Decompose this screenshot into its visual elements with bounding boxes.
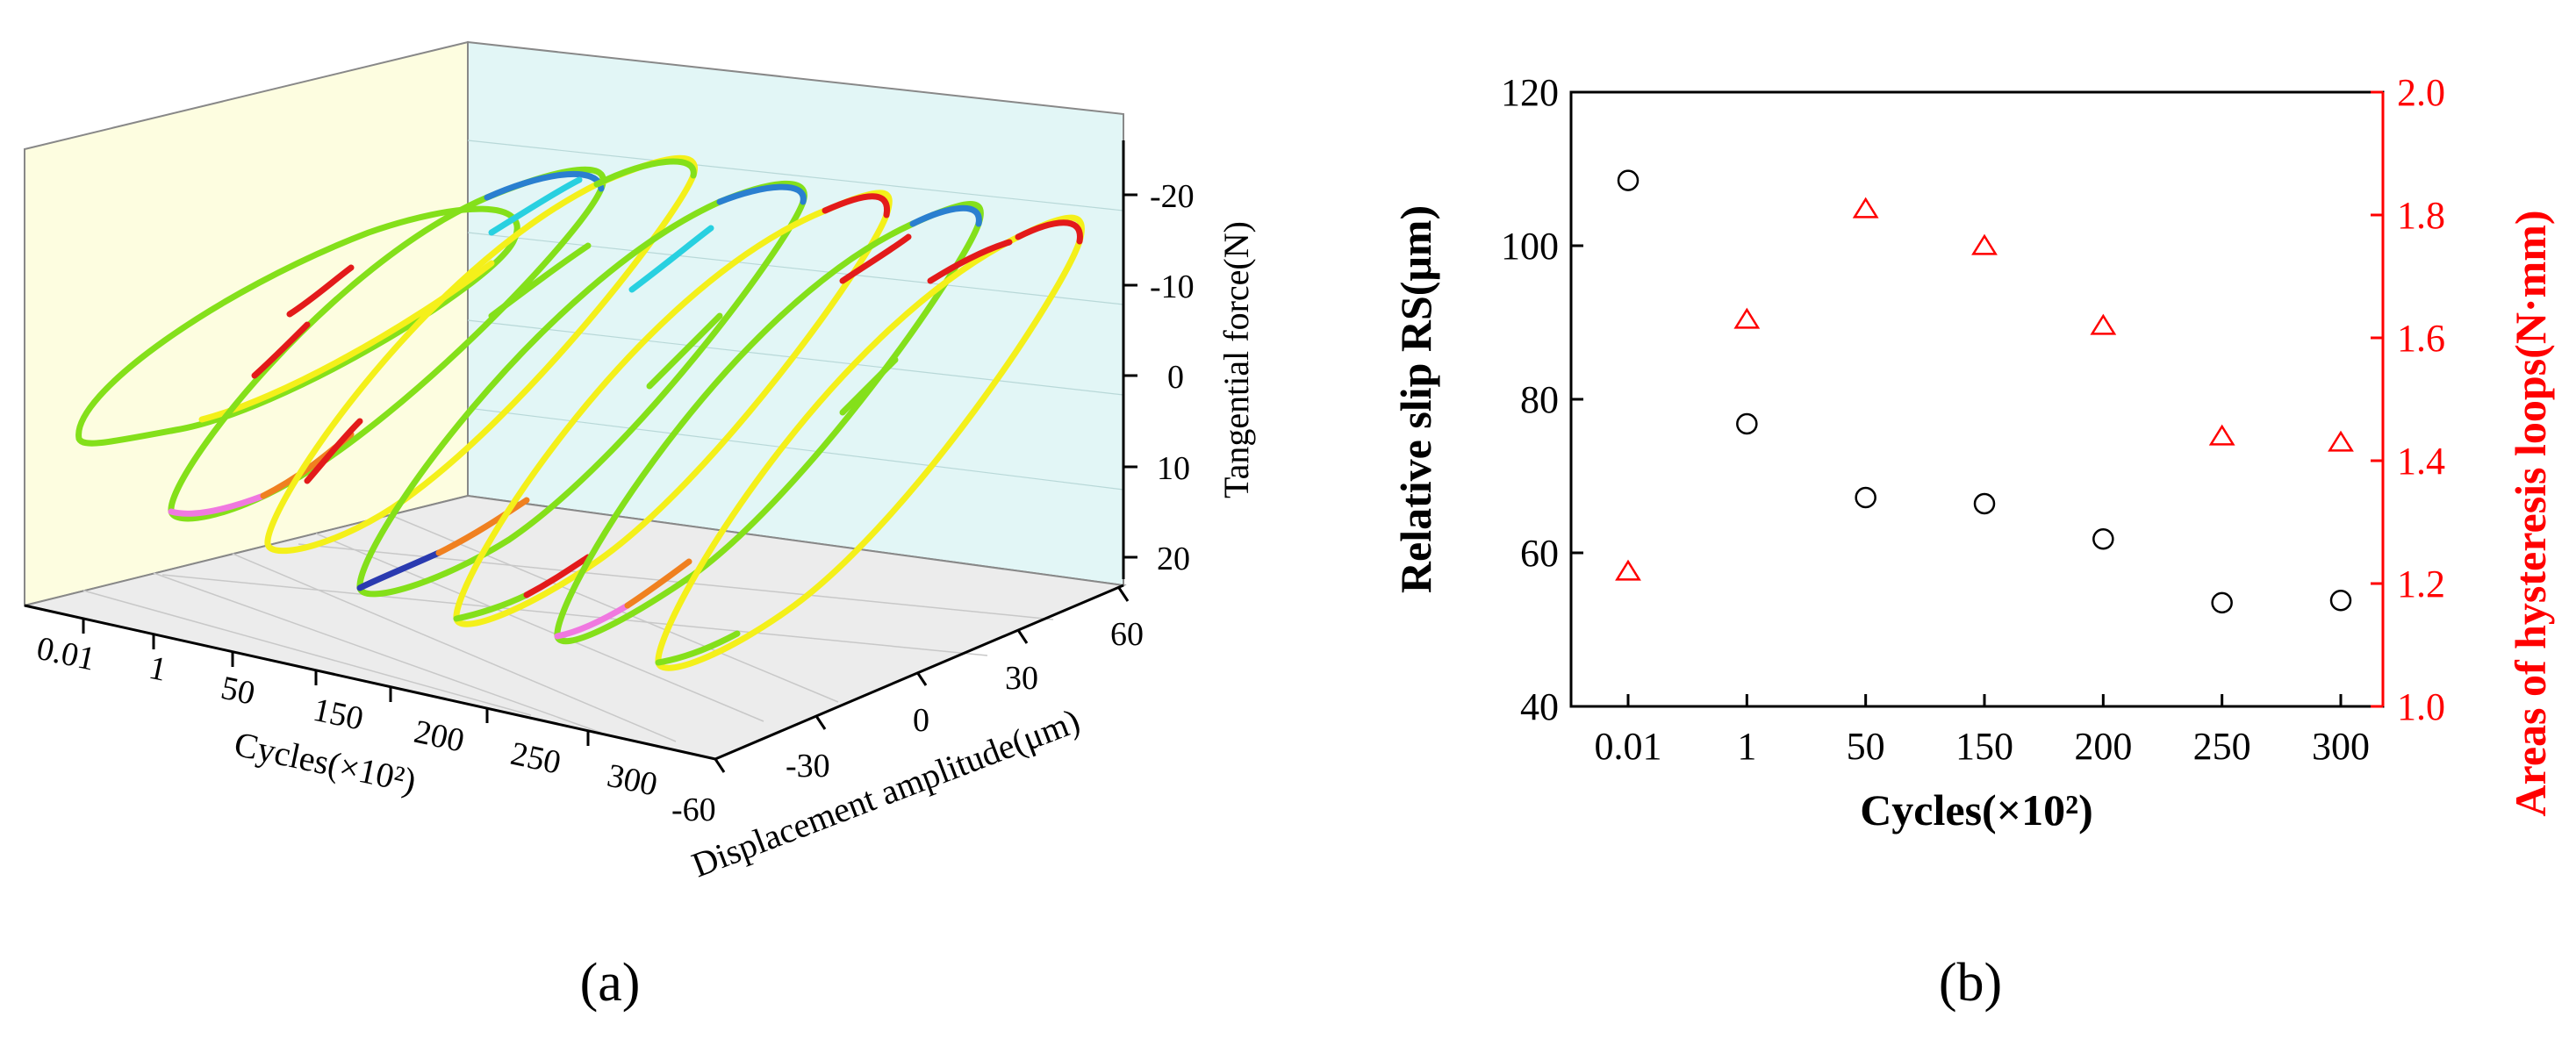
right-tick-label: 1.6: [2397, 317, 2445, 360]
displacement-tick-label: 0: [913, 702, 929, 739]
x-tick-label: 250: [2193, 725, 2251, 768]
displacement-tick-label: 30: [1005, 660, 1038, 697]
cycle-tick-label: 200: [411, 713, 467, 760]
back-wall: [467, 40, 1124, 587]
hysteresis-area-point: [2328, 430, 2354, 452]
hysteresis-area-point: [1852, 197, 1879, 219]
right-tick-label: 1.8: [2397, 194, 2445, 237]
force-axis: -20 -10 0 10 20 Tangential force(N): [1122, 140, 1256, 579]
left-axis-ticks: 40 60 80 100 120: [1501, 71, 1583, 728]
cycle-tick-label: 150: [310, 691, 366, 738]
cycle-tick-label: 250: [507, 735, 563, 782]
relative-slip-point: [2329, 590, 2352, 612]
cycle-tick-label: 0.01: [33, 630, 98, 678]
hysteresis-area-point: [1615, 559, 1641, 581]
x-axis-ticks: 0.01 1 50 150 200 250 300: [1595, 694, 2370, 768]
force-tick-label: -20: [1150, 178, 1195, 215]
displacement-tick-label: -30: [786, 748, 830, 784]
force-tick-label: -10: [1150, 269, 1195, 305]
force-tick-label: 0: [1167, 359, 1184, 396]
force-axis-label: Tangential force(N): [1216, 221, 1256, 498]
hysteresis-area-point: [2208, 424, 2235, 446]
relative-slip-point: [1973, 492, 1996, 515]
panel-a-label: (a): [580, 953, 641, 1013]
left-tick-label: 80: [1520, 378, 1559, 421]
right-tick-label: 1.0: [2397, 685, 2445, 728]
right-axis-ticks: 1.0 1.2 1.4 1.6 1.8 2.0: [2371, 71, 2445, 728]
right-tick-label: 1.4: [2397, 440, 2445, 483]
right-tick-label: 2.0: [2397, 71, 2445, 114]
x-tick-label: 200: [2074, 725, 2132, 768]
left-tick-label: 40: [1520, 685, 1559, 728]
x-tick-label: 1: [1737, 725, 1756, 768]
x-tick-label: 0.01: [1595, 725, 1662, 768]
relative-slip-point: [1736, 412, 1758, 435]
right-tick-label: 1.2: [2397, 562, 2445, 605]
cycle-tick-label: 1: [146, 649, 169, 689]
force-tick-label: 10: [1157, 450, 1190, 487]
plot-frame: [1569, 90, 2385, 708]
displacement-tick-label: 60: [1110, 616, 1144, 653]
hysteresis-loop-50: [264, 154, 698, 555]
hysteresis-area-point: [1733, 307, 1761, 329]
left-tick-label: 120: [1501, 71, 1559, 114]
force-tick-label: 20: [1157, 541, 1190, 577]
data-marks: [1615, 169, 2354, 614]
relative-slip-point: [2211, 591, 2233, 614]
panel-b-label: (b): [1939, 953, 2002, 1013]
hysteresis-area-point: [1971, 233, 1998, 255]
y-axis-label: Relative slip RS(μm): [1391, 205, 1440, 593]
hysteresis-area-point: [2090, 313, 2117, 335]
displacement-tick-label: -60: [671, 792, 716, 828]
hysteresis-loops: [75, 154, 1085, 671]
relative-slip-point: [1855, 486, 1876, 509]
cycle-tick-label: 300: [604, 757, 660, 804]
hysteresis-loop-250: [554, 201, 984, 645]
cycles-axis-label: Cycles(×10²): [231, 724, 420, 801]
cycle-tick-label: 50: [218, 670, 258, 713]
relative-slip-point: [1617, 169, 1640, 191]
x-axis-label: Cycles(×10²): [1860, 785, 2093, 835]
x-tick-label: 300: [2312, 725, 2370, 768]
x-tick-label: 150: [1955, 725, 2013, 768]
hysteresis-loop-200: [453, 190, 893, 627]
left-tick-label: 100: [1501, 225, 1559, 268]
panel-a-3d-plot: -20 -10 0 10 20 Tangential force(N) 0.01…: [24, 40, 1256, 1013]
y2-axis-label: Areas of hysteresis loops(N·mm): [2506, 210, 2555, 816]
relative-slip-point: [2092, 528, 2114, 550]
x-tick-label: 50: [1847, 725, 1885, 768]
left-tick-label: 60: [1520, 532, 1559, 575]
hysteresis-loop-300: [655, 214, 1085, 671]
